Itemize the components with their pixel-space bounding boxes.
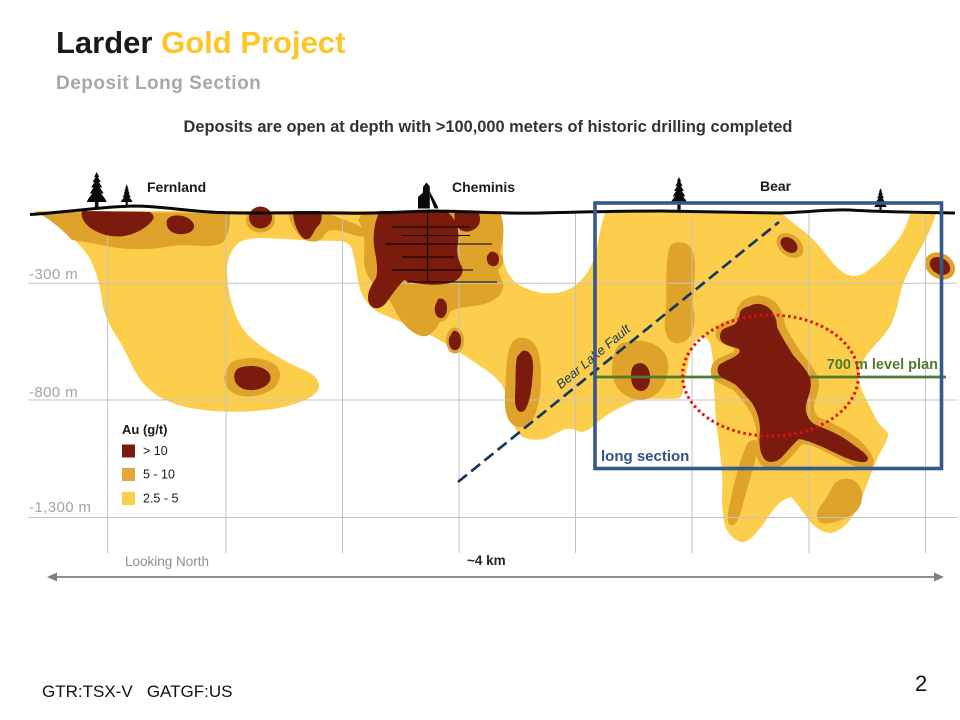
svg-text:5 - 10: 5 - 10 (143, 468, 175, 482)
svg-text:Looking North: Looking North (125, 554, 209, 569)
svg-text:Cheminis: Cheminis (452, 179, 515, 195)
svg-text:Bear: Bear (760, 178, 792, 194)
svg-text:-1,300 m: -1,300 m (29, 499, 91, 516)
svg-text:-300 m: -300 m (29, 266, 78, 283)
svg-text:700 m level plan: 700 m level plan (827, 357, 938, 373)
svg-text:~4 km: ~4 km (467, 553, 506, 568)
svg-text:Deposit Long Section: Deposit Long Section (56, 73, 261, 94)
svg-text:> 10: > 10 (143, 444, 168, 458)
svg-text:Fernland: Fernland (147, 179, 206, 195)
svg-text:2: 2 (915, 671, 927, 696)
svg-text:Larder Gold Project: Larder Gold Project (56, 25, 345, 60)
svg-text:Deposits are open at depth wit: Deposits are open at depth with >100,000… (184, 118, 793, 136)
svg-text:GTR:TSX-V GATGF:US: GTR:TSX-V GATGF:US (42, 682, 232, 701)
svg-text:2.5 - 5: 2.5 - 5 (143, 492, 178, 506)
svg-text:-800 m: -800 m (29, 384, 78, 401)
svg-text:Au (g/t): Au (g/t) (122, 422, 167, 437)
svg-text:long section: long section (601, 448, 689, 465)
